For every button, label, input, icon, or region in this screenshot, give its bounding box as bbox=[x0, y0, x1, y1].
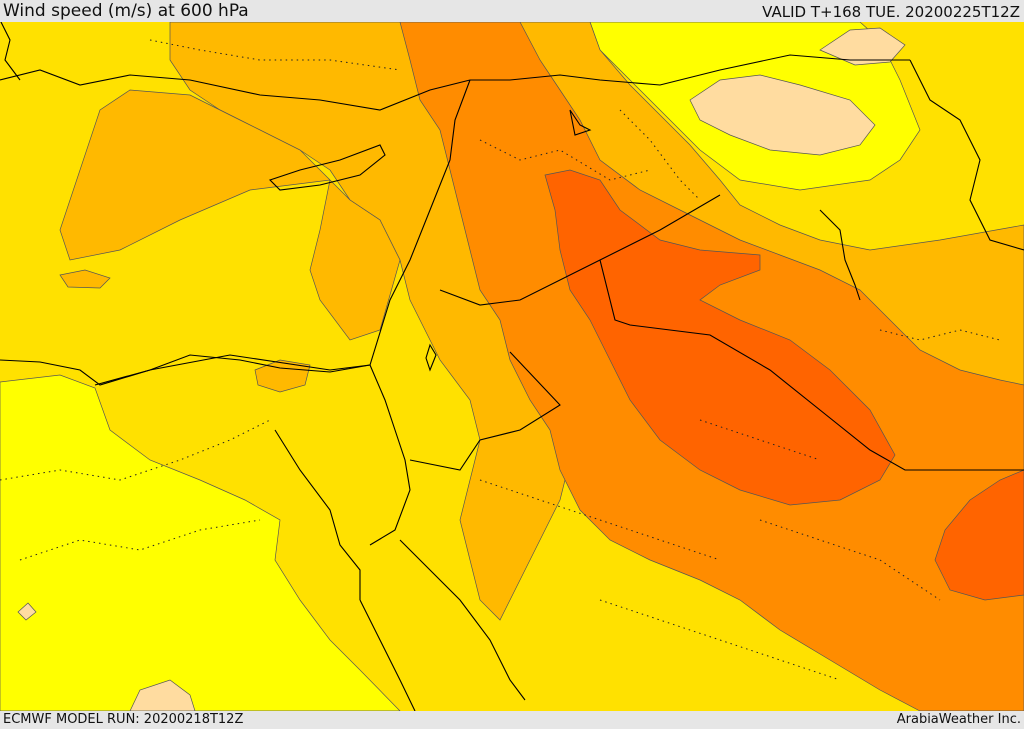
borders-coastlines bbox=[0, 22, 1024, 711]
contour-peach-northeast bbox=[689, 74, 876, 156]
map-canvas bbox=[0, 22, 1024, 711]
contour-medium-west bbox=[59, 89, 401, 341]
dotted-boundaries bbox=[0, 39, 1001, 681]
credit-label: ArabiaWeather Inc. bbox=[896, 712, 1021, 727]
contour-peach-west bbox=[17, 602, 37, 621]
wind-speed-map[interactable] bbox=[0, 22, 1024, 711]
contour-stronger-core bbox=[544, 169, 896, 506]
contour-medium-patch-1 bbox=[254, 359, 311, 393]
model-run: ECMWF MODEL RUN: 20200218T12Z bbox=[3, 712, 244, 727]
footer-bar: ECMWF MODEL RUN: 20200218T12Z ArabiaWeat… bbox=[0, 711, 1024, 729]
contour-medium-patch-2 bbox=[59, 269, 111, 289]
header-bar: Wind speed (m/s) at 600 hPa VALID T+168 … bbox=[0, 0, 1024, 22]
contour-peach-southwest bbox=[129, 679, 196, 711]
contour-yellow-southwest bbox=[0, 374, 401, 711]
valid-time: VALID T+168 TUE. 20200225T12Z bbox=[762, 3, 1020, 21]
contour-stronger-southeast bbox=[934, 469, 1024, 601]
map-title: Wind speed (m/s) at 600 hPa bbox=[3, 1, 249, 21]
contour-peach-north bbox=[819, 27, 906, 66]
